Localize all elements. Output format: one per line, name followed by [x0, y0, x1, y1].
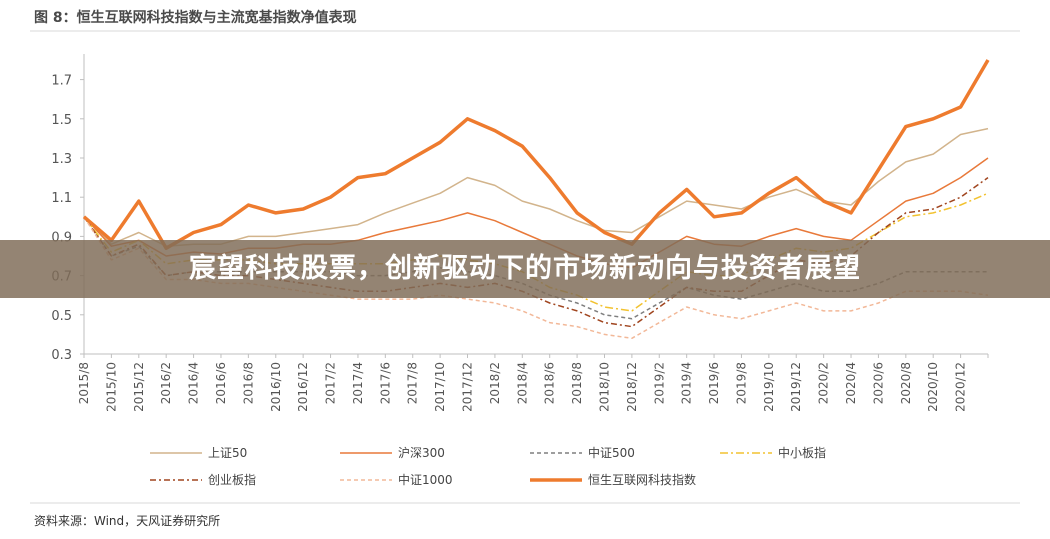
y-tick-label: 1.1 [51, 191, 72, 206]
series-line [82, 59, 990, 250]
legend-label: 沪深300 [398, 446, 445, 460]
x-tick-label: 2017/10 [433, 362, 447, 412]
x-tick-label: 2019/8 [734, 362, 748, 404]
y-axis: 0.30.50.70.91.11.31.51.7 [51, 54, 85, 363]
x-tick-label: 2018/12 [625, 362, 639, 412]
x-tick-label: 2017/12 [461, 362, 475, 412]
x-tick-label: 2017/8 [406, 362, 420, 404]
banner-text: 宸望科技股票，创新驱动下的市场新动向与投资者展望 [189, 253, 861, 284]
y-tick-label: 0.5 [51, 309, 72, 324]
x-tick-label: 2016/2 [159, 362, 173, 404]
x-tick-label: 2018/2 [488, 362, 502, 404]
x-tick-label: 2018/8 [570, 362, 584, 404]
x-tick-label: 2015/10 [104, 362, 118, 412]
x-tick-label: 2017/2 [324, 362, 338, 404]
x-tick-label: 2016/8 [241, 362, 255, 404]
x-tick-label: 2016/10 [269, 362, 283, 412]
x-tick-label: 2020/8 [899, 362, 913, 404]
x-tick-label: 2019/10 [762, 362, 776, 412]
x-tick-label: 2020/12 [954, 362, 968, 412]
x-tick-label: 2020/2 [817, 362, 831, 404]
legend-label: 上证50 [208, 446, 247, 460]
x-tick-label: 2016/12 [296, 362, 310, 412]
legend-label: 恒生互联网科技指数 [588, 472, 696, 487]
y-tick-label: 1.5 [51, 113, 72, 128]
legend-label: 创业板指 [208, 472, 256, 487]
y-tick-label: 1.3 [51, 152, 72, 167]
x-tick-label: 2016/6 [214, 362, 228, 404]
x-tick-label: 2015/12 [132, 362, 146, 412]
x-tick-label: 2019/12 [789, 362, 803, 412]
x-tick-label: 2015/8 [77, 362, 91, 404]
legend-label: 中证1000 [398, 472, 453, 487]
x-tick-label: 2019/4 [680, 362, 694, 404]
x-tick-label: 2018/6 [543, 362, 557, 404]
x-tick-label: 2017/6 [378, 362, 392, 404]
x-tick-label: 2019/2 [652, 362, 666, 404]
figure-title: 图 8：恒生互联网科技指数与主流宽基指数净值表现 [34, 10, 357, 26]
legend-label: 中证500 [588, 445, 635, 460]
x-tick-label: 2016/4 [187, 362, 201, 404]
legend-label: 中小板指 [778, 445, 826, 460]
x-axis: 2015/8 2015/10 2015/12 2016/2 2016/4 2016/6 20… [77, 353, 989, 412]
x-tick-label: 2020/4 [844, 362, 858, 404]
series-line [83, 127, 989, 247]
overlay-banner: 宸望科技股票，创新驱动下的市场新动向与投资者展望 [0, 240, 1050, 298]
x-tick-label: 2018/4 [515, 362, 529, 404]
y-tick-label: 0.3 [51, 348, 72, 363]
x-tick-label: 2019/6 [707, 362, 721, 404]
x-tick-label: 2017/4 [351, 362, 365, 404]
x-tick-label: 2020/10 [926, 362, 940, 412]
y-tick-label: 1.7 [51, 74, 72, 89]
x-tick-label: 2018/10 [597, 362, 611, 412]
source-note: 资料来源：Wind，天风证券研究所 [34, 514, 221, 528]
x-tick-label: 2020/6 [871, 362, 885, 404]
